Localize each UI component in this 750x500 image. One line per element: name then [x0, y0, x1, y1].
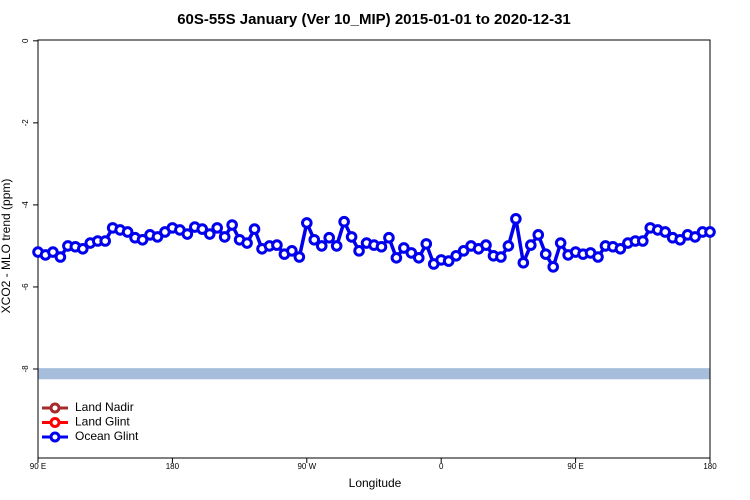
point	[203, 228, 216, 240]
point	[121, 226, 134, 238]
point	[480, 239, 492, 251]
y-tick-label: -2	[21, 119, 30, 127]
x-tick-label: 90 E	[30, 462, 46, 471]
point	[637, 235, 649, 247]
point	[226, 219, 238, 231]
point	[345, 231, 358, 243]
point	[450, 249, 462, 262]
point	[532, 229, 545, 241]
point	[181, 228, 194, 240]
x-tick-label: 90 W	[297, 462, 316, 471]
point	[689, 231, 701, 243]
point	[704, 226, 716, 238]
point	[390, 252, 403, 264]
point	[271, 239, 283, 251]
y-axis-label: XCO2 - MLO trend (ppm)	[0, 179, 13, 314]
legend-label: Land Nadir	[75, 400, 134, 414]
point	[517, 256, 530, 269]
point	[383, 231, 395, 244]
point	[308, 233, 321, 246]
legend-marker	[49, 417, 61, 428]
legend-label: Land Glint	[75, 415, 130, 429]
point	[398, 242, 410, 254]
point	[420, 238, 433, 250]
point	[674, 233, 686, 246]
point	[614, 242, 627, 255]
point	[248, 223, 261, 235]
point	[211, 222, 223, 234]
x-tick-label: 180	[166, 462, 180, 471]
x-tick-label: 90 E	[567, 462, 583, 471]
point	[47, 246, 59, 258]
y-tick-label: -6	[21, 283, 30, 291]
point	[315, 240, 328, 252]
point	[241, 237, 253, 249]
point	[293, 251, 306, 263]
point	[502, 240, 515, 252]
point	[659, 226, 672, 238]
x-tick-label: 180	[703, 462, 717, 471]
point	[151, 231, 164, 243]
point	[323, 231, 336, 244]
point	[338, 215, 350, 228]
y-tick-label: -8	[21, 365, 30, 373]
point	[77, 242, 89, 255]
point	[196, 223, 209, 235]
point	[510, 213, 522, 225]
point	[136, 233, 149, 246]
point	[554, 237, 567, 249]
point	[413, 252, 425, 264]
point	[353, 245, 365, 257]
point	[405, 247, 418, 259]
chart-title: 60S-55S January (Ver 10_MIP) 2015-01-01 …	[177, 11, 571, 28]
y-tick-label: -4	[21, 201, 30, 209]
point	[547, 261, 560, 273]
point	[301, 217, 313, 229]
point	[218, 231, 231, 243]
point	[375, 240, 388, 253]
point	[457, 245, 470, 257]
point	[286, 245, 298, 257]
legend-marker	[49, 431, 61, 443]
point	[525, 239, 537, 251]
band	[38, 368, 710, 380]
point	[592, 251, 604, 263]
legend-label: Ocean Glint	[75, 429, 139, 443]
legend-marker	[49, 402, 61, 414]
x-axis-label: Longitude	[349, 476, 402, 490]
point	[99, 235, 111, 247]
y-tick-label: 0	[21, 38, 30, 43]
x-tick-label: 0	[439, 462, 444, 471]
point	[442, 255, 455, 267]
point	[495, 251, 507, 263]
point	[539, 248, 552, 260]
point	[330, 240, 343, 252]
point	[54, 251, 67, 263]
